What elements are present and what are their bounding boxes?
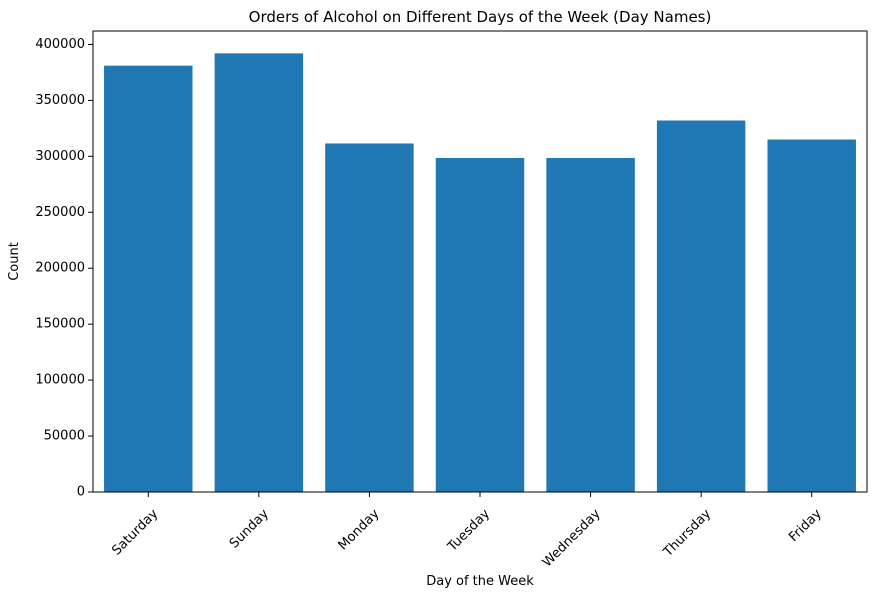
x-axis-ticks: Saturday Sunday Monday Tuesday Wednesday Thur… [109,492,825,570]
bar-tuesday [435,157,525,492]
y-tick-label: 400000 [35,37,85,52]
plot-frame [92,30,868,493]
y-tick-label: 100000 [35,373,85,388]
x-tick-label: Monday [336,506,383,553]
y-tick-label: 200000 [35,261,85,276]
y-tick-label: 250000 [35,205,85,220]
y-tick-label: 300000 [35,149,85,164]
bars-group [104,53,856,493]
chart-title: Orders of Alcohol on Different Days of t… [249,8,712,26]
y-tick-label: 150000 [35,317,85,332]
bar-monday [325,143,414,492]
x-tick-label: Tuesday [444,506,493,555]
bar-wednesday [546,157,635,492]
bar-sunday [214,53,304,493]
y-tick-label: 50000 [44,429,85,444]
y-tick-label: 0 [77,485,85,500]
x-tick-label: Thursday [660,506,714,560]
y-axis-label: Count [7,242,22,281]
y-tick-label: 350000 [35,93,85,108]
bar-saturday [104,65,193,492]
x-tick-label: Friday [786,506,825,545]
x-tick-label: Sunday [227,506,272,551]
x-axis-label: Day of the Week [426,574,534,589]
bar-thursday [656,120,746,493]
x-tick-label: Wednesday [540,506,604,570]
x-tick-label: Saturday [109,506,161,558]
y-axis-ticks: 0 50000 100000 150000 200000 250000 300000 3500… [35,37,93,500]
bar-friday [767,139,856,492]
